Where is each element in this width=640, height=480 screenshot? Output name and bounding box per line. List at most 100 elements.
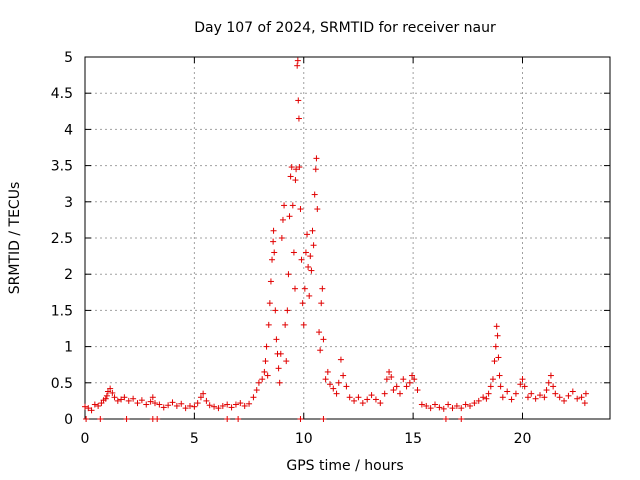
data-point	[312, 166, 319, 173]
y-tick-label: 1	[64, 340, 73, 356]
x-tick-label: 0	[81, 431, 90, 447]
data-point	[335, 379, 342, 386]
data-point	[427, 405, 434, 412]
data-point	[197, 394, 204, 401]
data-point	[285, 271, 292, 278]
data-point	[178, 400, 185, 407]
data-point	[301, 285, 308, 292]
data-point	[294, 62, 301, 69]
data-point	[528, 390, 535, 397]
data-point	[462, 401, 469, 408]
data-point	[492, 343, 499, 350]
data-point	[377, 400, 384, 407]
data-point	[82, 403, 88, 410]
data-point	[495, 354, 502, 361]
data-point	[224, 401, 231, 408]
data-point	[318, 300, 325, 307]
data-point	[552, 390, 559, 397]
data-point	[537, 392, 543, 399]
data-point	[103, 392, 110, 399]
data-point	[359, 400, 366, 407]
data-point	[300, 321, 307, 328]
data-point	[310, 242, 317, 249]
data-point	[95, 402, 102, 409]
data-point	[547, 372, 554, 379]
data-point	[483, 395, 490, 402]
data-point	[97, 416, 104, 422]
data-point	[271, 249, 278, 256]
data-point	[297, 206, 304, 213]
data-point	[118, 396, 125, 403]
data-point	[449, 405, 456, 412]
x-tick-label: 10	[295, 431, 313, 447]
data-point	[388, 374, 395, 381]
data-point	[386, 368, 393, 375]
x-tick-label: 15	[404, 431, 422, 447]
data-point	[512, 390, 519, 397]
data-point	[330, 385, 337, 392]
y-tick-label: 2	[64, 267, 73, 283]
data-point	[364, 396, 371, 403]
data-point	[114, 397, 121, 404]
y-axis-label: SRMTID / TECUs	[7, 182, 23, 295]
data-point	[337, 356, 344, 363]
grid-lines	[85, 57, 610, 419]
data-point	[381, 390, 388, 397]
data-point	[521, 383, 528, 390]
y-tick-label: 4	[64, 122, 73, 138]
y-tick-label: 2.5	[51, 231, 73, 247]
data-point	[314, 206, 321, 213]
data-point	[191, 403, 198, 410]
data-point	[458, 405, 465, 412]
data-point	[442, 416, 449, 422]
data-point	[403, 383, 410, 390]
data-point	[228, 404, 235, 411]
data-point	[237, 400, 244, 407]
data-point	[355, 394, 362, 401]
data-point	[499, 394, 506, 401]
data-point	[475, 397, 482, 404]
x-axis-ticks: 0 5 10 15 20	[81, 57, 531, 447]
data-point	[292, 177, 299, 184]
y-tick-label: 0	[64, 412, 73, 428]
data-point	[143, 401, 150, 408]
data-point	[581, 400, 588, 407]
data-point	[467, 402, 473, 409]
data-point	[88, 407, 95, 414]
data-point	[267, 278, 274, 285]
data-point	[480, 394, 487, 401]
data-point	[302, 249, 309, 256]
data-point	[489, 376, 496, 383]
data-point	[265, 321, 272, 328]
y-axis-ticks: 0 0.5 1 1.5 2 2.5 3 3.5 4 4.5 5	[51, 50, 610, 428]
data-point	[445, 401, 452, 408]
data-point	[277, 350, 284, 357]
data-point	[409, 372, 416, 379]
data-point	[418, 401, 425, 408]
data-point	[138, 397, 145, 404]
data-point	[282, 321, 289, 328]
data-point	[496, 372, 503, 379]
data-point	[307, 253, 314, 260]
data-point	[491, 358, 498, 365]
data-point	[276, 379, 283, 386]
y-tick-label: 1.5	[51, 303, 73, 319]
data-point	[264, 372, 271, 379]
data-point	[125, 397, 132, 404]
data-point	[493, 323, 500, 330]
data-point	[165, 402, 172, 409]
data-point	[284, 307, 291, 314]
data-point	[406, 379, 413, 386]
data-point	[206, 402, 213, 409]
data-point	[320, 336, 327, 343]
data-points	[82, 57, 589, 422]
data-point	[508, 396, 515, 403]
data-point	[91, 401, 98, 408]
data-point	[295, 97, 302, 104]
data-point	[368, 392, 375, 399]
data-point	[582, 390, 589, 397]
data-point	[574, 395, 581, 402]
data-point	[541, 394, 548, 401]
data-point	[111, 394, 118, 401]
